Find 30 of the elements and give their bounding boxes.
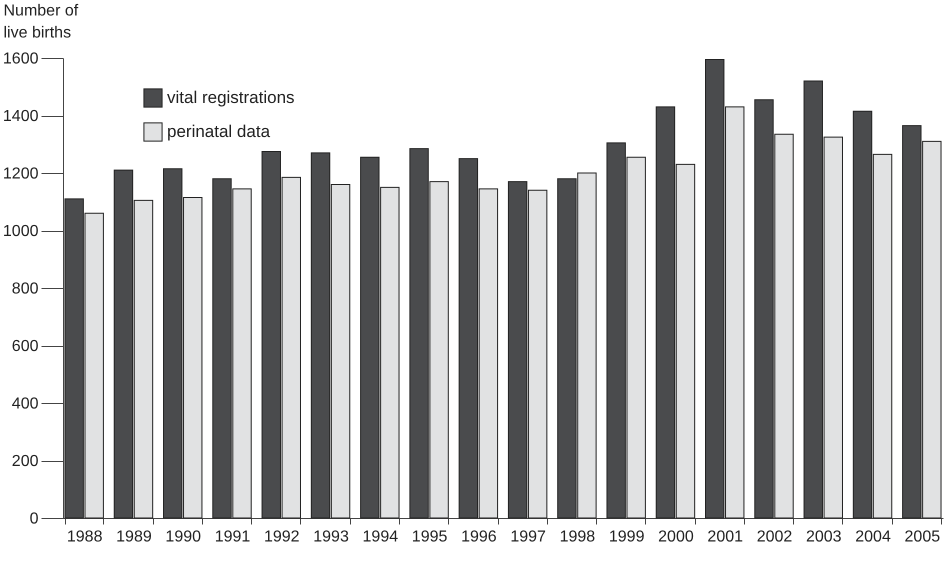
y-tick-label: 1400 bbox=[2, 108, 39, 125]
x-tick-label: 1998 bbox=[560, 528, 596, 546]
y-tick-label: 0 bbox=[30, 510, 39, 528]
x-tick-label: 2003 bbox=[806, 528, 842, 546]
legend-label: perinatal data bbox=[167, 122, 271, 141]
legend-label: vital registrations bbox=[167, 88, 295, 107]
x-tick-label: 2000 bbox=[658, 528, 694, 546]
y-tick-label: 400 bbox=[12, 396, 39, 412]
x-tick-label: 1994 bbox=[362, 528, 398, 546]
y-tick-label: 800 bbox=[12, 280, 39, 298]
y-tick-label: 1200 bbox=[2, 166, 39, 182]
x-tick-label: 1995 bbox=[412, 528, 448, 546]
x-tick-label: 2001 bbox=[707, 528, 744, 546]
x-tick-label: 2005 bbox=[904, 528, 940, 546]
x-tick-label: 1999 bbox=[608, 528, 645, 546]
x-tick-label: 1993 bbox=[313, 528, 349, 546]
x-tick-label: 2004 bbox=[855, 528, 891, 546]
x-tick-label: 1996 bbox=[461, 528, 497, 546]
x-tick-label: 1990 bbox=[165, 528, 202, 546]
y-tick-label: 200 bbox=[12, 453, 39, 470]
y-tick-label: 1600 bbox=[2, 50, 39, 68]
x-tick-label: 1997 bbox=[510, 528, 546, 546]
y-tick-label: 1000 bbox=[2, 223, 39, 240]
x-tick-label: 1989 bbox=[116, 528, 152, 546]
x-tick-label: 1991 bbox=[214, 528, 250, 546]
x-tick-label: 1988 bbox=[66, 528, 103, 546]
x-tick-label: 1992 bbox=[264, 528, 300, 546]
y-tick-label: 600 bbox=[12, 338, 39, 355]
y-axis-title: Number of live births bbox=[4, 2, 79, 42]
x-tick-label: 2002 bbox=[756, 528, 792, 546]
